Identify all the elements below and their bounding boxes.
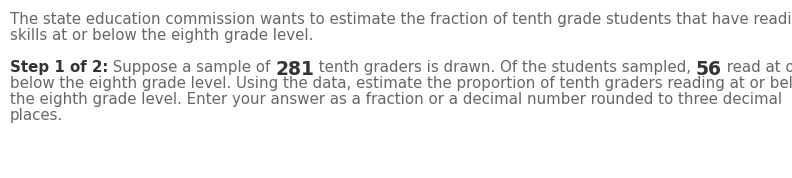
Text: the eighth grade level. Enter your answer as a fraction or a decimal number roun: the eighth grade level. Enter your answe… bbox=[10, 92, 782, 107]
Text: 56: 56 bbox=[696, 60, 722, 79]
Text: 281: 281 bbox=[276, 60, 314, 79]
Text: Step 1 of 2:: Step 1 of 2: bbox=[10, 60, 109, 75]
Text: skills at or below the eighth grade level.: skills at or below the eighth grade leve… bbox=[10, 28, 314, 43]
Text: read at or: read at or bbox=[722, 60, 792, 75]
Text: The state education commission wants to estimate the fraction of tenth grade stu: The state education commission wants to … bbox=[10, 12, 792, 27]
Text: below the eighth grade level. Using the data, estimate the proportion of tenth g: below the eighth grade level. Using the … bbox=[10, 76, 792, 91]
Text: tenth graders is drawn. Of the students sampled,: tenth graders is drawn. Of the students … bbox=[314, 60, 696, 75]
Text: places.: places. bbox=[10, 108, 63, 123]
Text: Suppose a sample of: Suppose a sample of bbox=[109, 60, 276, 75]
